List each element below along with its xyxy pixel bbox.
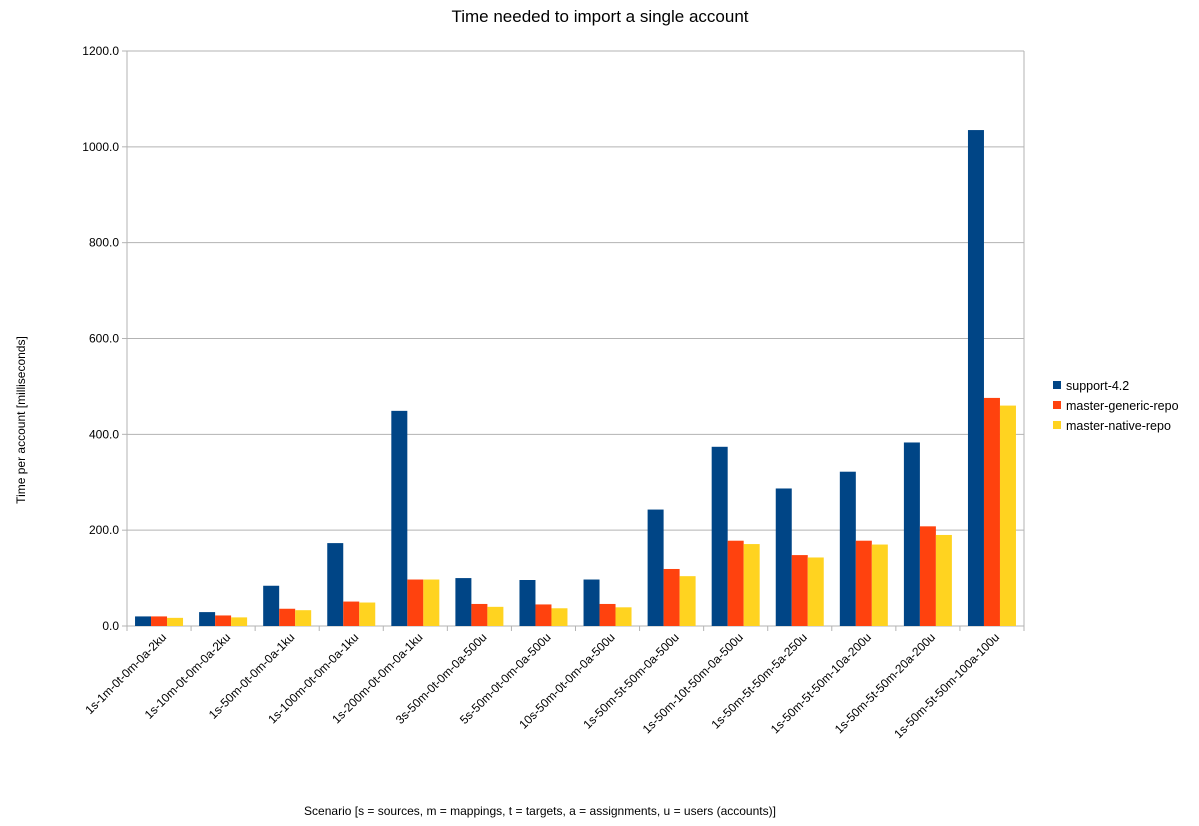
- bar-support-4.2: [519, 580, 536, 626]
- bar-master-generic-repo: [215, 615, 232, 626]
- bar-support-4.2: [903, 442, 920, 626]
- legend-label: support-4.2: [1066, 379, 1129, 393]
- bar-master-native-repo: [359, 602, 376, 626]
- x-axis-label: Scenario [s = sources, m = mappings, t =…: [304, 804, 776, 818]
- bar-support-4.2: [135, 616, 152, 626]
- y-tick-label: 800.0: [89, 236, 119, 250]
- bar-master-generic-repo: [599, 603, 616, 626]
- bar-master-generic-repo: [663, 568, 680, 626]
- y-tick-label: 600.0: [89, 332, 119, 346]
- y-axis-label: Time per account [milliseconds]: [14, 336, 28, 504]
- bar-master-generic-repo: [407, 579, 424, 626]
- y-tick-label: 1200.0: [82, 44, 119, 58]
- x-tick-label: 1s-50m-5t-50m-100a-100u: [891, 630, 1002, 741]
- bar-master-native-repo: [679, 576, 696, 626]
- bar-master-native-repo: [999, 405, 1016, 626]
- gridlines: [122, 50, 1025, 631]
- bar-support-4.2: [455, 578, 472, 626]
- bar-master-native-repo: [231, 617, 248, 626]
- bar-master-generic-repo: [471, 603, 488, 626]
- bar-support-4.2: [647, 509, 664, 626]
- bar-master-native-repo: [551, 608, 568, 626]
- legend-label: master-generic-repo: [1066, 399, 1179, 413]
- bar-master-generic-repo: [535, 604, 552, 626]
- x-axis-ticks: 1s-1m-0t-0m-0a-2ku1s-10m-0t-0m-0a-2ku1s-…: [82, 630, 1002, 741]
- y-axis-ticks: 0.0 200.0 400.0 600.0 800.0 1000.0 1200.0: [82, 44, 119, 633]
- legend-swatch: [1053, 381, 1061, 389]
- bar-master-native-repo: [167, 617, 184, 626]
- chart-title: Time needed to import a single account: [451, 7, 748, 26]
- bar-support-4.2: [583, 579, 600, 626]
- bar-master-native-repo: [743, 544, 760, 626]
- legend: support-4.2 master-generic-repo master-nat…: [1053, 379, 1179, 433]
- bar-master-generic-repo: [983, 397, 1000, 626]
- legend-swatch: [1053, 401, 1061, 409]
- bar-master-native-repo: [615, 607, 632, 626]
- bar-support-4.2: [839, 471, 856, 626]
- bar-master-generic-repo: [919, 526, 936, 626]
- legend-label: master-native-repo: [1066, 419, 1171, 433]
- bar-master-generic-repo: [343, 601, 360, 626]
- bar-master-native-repo: [295, 610, 312, 626]
- bar-master-generic-repo: [151, 616, 168, 626]
- y-tick-label: 0.0: [102, 619, 119, 633]
- bar-support-4.2: [263, 585, 280, 626]
- bar-master-native-repo: [871, 544, 888, 626]
- y-tick-label: 400.0: [89, 427, 119, 441]
- bar-support-4.2: [711, 446, 728, 626]
- bars: [135, 130, 1016, 626]
- bar-master-native-repo: [935, 534, 952, 626]
- bar-master-generic-repo: [855, 540, 872, 626]
- bar-master-generic-repo: [727, 540, 744, 626]
- y-tick-label: 1000.0: [82, 140, 119, 154]
- bar-support-4.2: [199, 612, 216, 626]
- bar-master-generic-repo: [791, 555, 808, 626]
- bar-master-native-repo: [487, 606, 504, 626]
- y-tick-label: 200.0: [89, 523, 119, 537]
- legend-swatch: [1053, 421, 1061, 429]
- bar-support-4.2: [967, 130, 984, 626]
- bar-support-4.2: [775, 488, 792, 626]
- bar-master-native-repo: [807, 557, 824, 626]
- bar-master-generic-repo: [279, 608, 296, 626]
- bar-master-native-repo: [423, 579, 440, 626]
- bar-support-4.2: [327, 543, 344, 626]
- bar-support-4.2: [391, 410, 408, 626]
